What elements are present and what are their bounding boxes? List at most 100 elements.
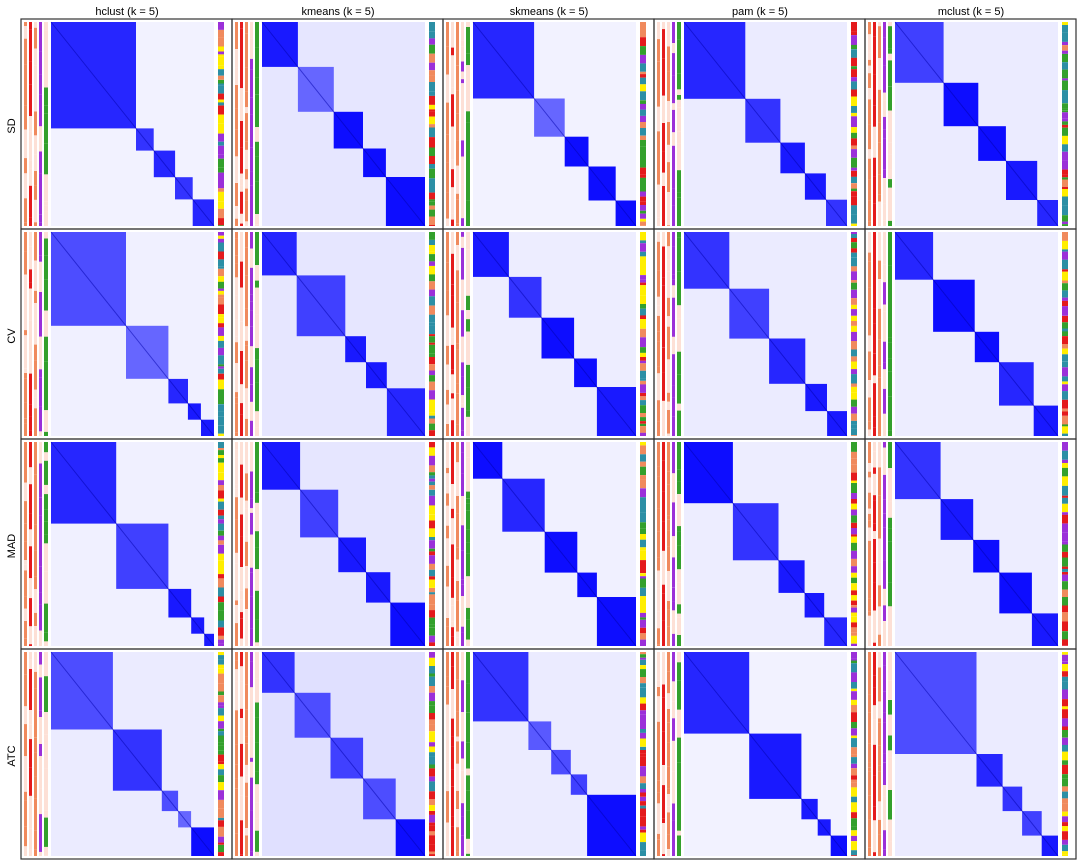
right-annotation-segment <box>429 799 435 806</box>
left-annotation-segment <box>466 249 470 268</box>
left-annotation-segment <box>250 346 253 368</box>
left-annotation-segment <box>888 396 892 431</box>
left-annotation-segment <box>657 366 660 374</box>
right-annotation-segment <box>640 384 646 393</box>
left-annotation-segment <box>662 22 665 30</box>
left-annotation-segment <box>39 336 42 370</box>
left-annotation-segment <box>667 162 670 192</box>
right-annotation-segment <box>851 386 857 393</box>
block-diagonal <box>894 231 934 281</box>
left-annotation-segment <box>451 94 454 127</box>
right-annotation-segment <box>218 379 224 390</box>
left-annotation-segment <box>878 232 881 261</box>
block-diagonal <box>386 387 426 437</box>
left-annotation-segment <box>662 731 665 765</box>
left-annotation-segment <box>672 557 675 588</box>
left-annotation-segment <box>29 679 32 710</box>
left-annotation-segment <box>672 397 675 417</box>
left-annotation-segment <box>250 58 253 70</box>
left-annotation-segment <box>24 621 27 639</box>
left-annotation-segment <box>883 369 886 389</box>
left-annotation-segment <box>672 22 675 44</box>
right-annotation-segment <box>640 37 646 47</box>
left-annotation-segment <box>245 541 248 567</box>
block-diagonal <box>972 539 1000 573</box>
right-annotation-segment <box>429 124 435 128</box>
right-annotation-segment <box>851 672 857 682</box>
left-annotation-segment <box>39 232 42 256</box>
block-diagonal <box>501 478 546 533</box>
left-annotation-segment <box>34 811 37 831</box>
right-annotation-segment <box>429 423 435 431</box>
left-annotation-segment <box>657 386 660 401</box>
left-annotation-segment <box>677 99 681 108</box>
right-annotation-segment <box>640 393 646 397</box>
block-diagonal <box>1036 199 1059 227</box>
left-annotation-segment <box>672 169 675 189</box>
block-diagonal <box>544 531 578 573</box>
right-annotation-segment <box>1062 124 1068 128</box>
left-annotation-segment <box>29 767 32 796</box>
left-annotation-segment <box>677 410 681 436</box>
right-annotation-segment <box>429 520 435 529</box>
left-annotation-segment <box>868 694 871 713</box>
right-annotation-segment <box>851 728 857 736</box>
left-annotation-segment <box>873 157 876 177</box>
left-annotation-segment <box>240 718 243 744</box>
left-annotation-segment <box>873 451 876 468</box>
right-annotation-segment <box>851 768 857 776</box>
left-annotation-segment <box>662 460 665 492</box>
block-diagonal <box>998 361 1035 406</box>
left-annotation-segment <box>662 285 665 319</box>
right-annotation-segment <box>640 91 646 101</box>
right-annotation-segment <box>218 627 224 636</box>
left-annotation-segment <box>667 442 670 472</box>
right-annotation-segment <box>1062 459 1068 463</box>
left-annotation-segment <box>44 484 48 495</box>
right-annotation-segment <box>851 369 857 375</box>
left-annotation-segment <box>888 735 892 751</box>
right-annotation-segment <box>851 632 857 636</box>
left-annotation-segment <box>451 337 454 345</box>
block-diagonal <box>297 66 335 113</box>
left-annotation-segment <box>39 566 42 593</box>
left-annotation-segment <box>451 219 454 226</box>
left-annotation-segment <box>44 509 48 522</box>
left-annotation-segment <box>456 334 459 344</box>
right-annotation-segment <box>851 754 857 758</box>
left-annotation-segment <box>451 187 454 196</box>
left-annotation-segment <box>883 65 886 72</box>
block-diagonal <box>261 441 301 491</box>
left-annotation-segment <box>245 388 248 419</box>
left-annotation-segment <box>34 171 37 186</box>
left-annotation-segment <box>672 681 675 702</box>
left-annotation-segment <box>667 259 670 272</box>
row-title-mad: MAD <box>6 534 18 559</box>
left-annotation-segment <box>39 187 42 215</box>
left-annotation-segment <box>677 170 681 193</box>
right-annotation-segment <box>429 569 435 577</box>
left-annotation-segment <box>667 742 670 767</box>
left-annotation-segment <box>446 22 449 47</box>
left-annotation-segment <box>44 676 48 708</box>
left-annotation-segment <box>456 600 459 607</box>
left-annotation-segment <box>245 764 248 776</box>
left-annotation-segment <box>883 652 886 666</box>
right-annotation-segment <box>429 82 435 92</box>
left-annotation-segment <box>672 473 675 503</box>
left-annotation-segment <box>24 585 27 597</box>
left-annotation-segment <box>24 158 27 174</box>
left-annotation-segment <box>456 383 459 394</box>
right-annotation-segment <box>429 713 435 720</box>
right-annotation-segment <box>218 411 224 417</box>
left-annotation-segment <box>245 340 248 346</box>
right-annotation-segment <box>851 214 857 224</box>
left-annotation-segment <box>39 652 42 665</box>
left-annotation-segment <box>888 757 892 791</box>
left-annotation-segment <box>667 144 670 163</box>
right-annotation-segment <box>640 347 646 353</box>
left-annotation-segment <box>456 741 459 764</box>
left-annotation-segment <box>240 612 243 619</box>
right-annotation-segment <box>1062 589 1068 598</box>
left-annotation-segment <box>456 559 459 581</box>
